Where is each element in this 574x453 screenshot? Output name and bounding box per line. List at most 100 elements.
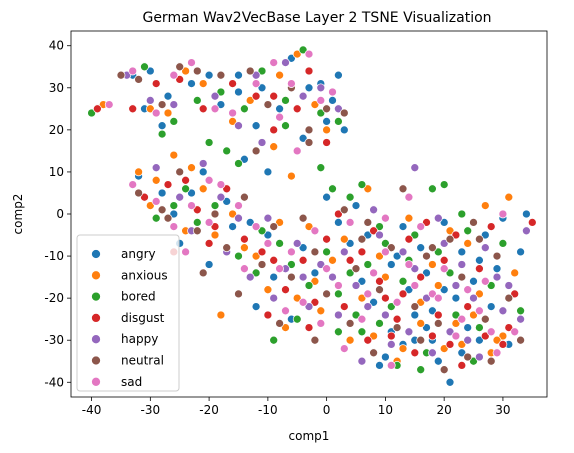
point-disgust-13 xyxy=(163,180,173,189)
point-bored-6 xyxy=(240,104,249,114)
point-happy-15 xyxy=(216,192,226,202)
point-anxious-18 xyxy=(228,209,237,219)
point-angry-61 xyxy=(363,230,373,240)
point-neutral-15 xyxy=(157,205,167,215)
point-sad-10 xyxy=(304,49,314,59)
point-bored-7 xyxy=(257,66,267,76)
point-neutral-32 xyxy=(398,184,408,194)
point-neutral-49 xyxy=(345,319,355,328)
point-disgust-33 xyxy=(428,331,437,341)
point-anxious-59 xyxy=(457,340,467,349)
point-sad-27 xyxy=(310,226,320,236)
point-bored-4 xyxy=(192,96,202,105)
point-happy-21 xyxy=(304,302,314,311)
point-happy-33 xyxy=(433,213,443,223)
point-anxious-3 xyxy=(181,66,190,76)
point-bored-10 xyxy=(316,108,326,118)
legend-label-bored: bored xyxy=(121,290,156,304)
legend: angry anxious bored disgust happy neutral sad xyxy=(76,234,180,392)
point-disgust-40 xyxy=(510,289,520,299)
y-tick-label-5: 10 xyxy=(49,165,64,179)
point-disgust-29 xyxy=(381,293,390,303)
point-anxious-7 xyxy=(275,70,284,80)
point-happy-34 xyxy=(445,327,455,337)
point-happy-56 xyxy=(463,335,473,345)
point-angry-44 xyxy=(428,306,437,316)
point-bored-1 xyxy=(140,62,149,72)
legend-marker-happy xyxy=(91,334,101,345)
point-disgust-55 xyxy=(422,218,431,227)
point-neutral-25 xyxy=(310,247,320,257)
y-tick-label-1: -30 xyxy=(44,333,64,347)
point-disgust-4 xyxy=(198,104,208,114)
point-bored-42 xyxy=(475,323,484,332)
point-happy-1 xyxy=(145,96,155,105)
point-angry-42 xyxy=(416,243,426,253)
point-sad-38 xyxy=(439,264,449,274)
point-anxious-52 xyxy=(275,218,284,227)
point-disgust-39 xyxy=(498,340,508,349)
point-bored-43 xyxy=(486,281,496,290)
point-anxious-37 xyxy=(463,239,473,248)
point-happy-2 xyxy=(169,100,179,109)
point-disgust-22 xyxy=(298,255,308,265)
point-happy-13 xyxy=(175,192,185,202)
point-neutral-42 xyxy=(516,335,525,345)
point-angry-14 xyxy=(251,121,261,131)
point-anxious-22 xyxy=(281,323,290,332)
point-sad-50 xyxy=(363,289,373,299)
y-tick-label-6: 20 xyxy=(49,123,64,137)
point-bored-20 xyxy=(151,213,161,223)
point-happy-50 xyxy=(298,272,308,282)
point-angry-47 xyxy=(445,377,455,387)
legend-label-happy: happy xyxy=(121,332,158,346)
point-anxious-5 xyxy=(228,117,237,126)
point-bored-22 xyxy=(192,218,202,227)
point-anxious-36 xyxy=(451,319,461,328)
point-disgust-52 xyxy=(204,239,214,248)
point-bored-36 xyxy=(410,230,420,240)
point-angry-36 xyxy=(381,352,390,362)
point-anxious-34 xyxy=(428,260,437,269)
ticks-layer: -40 -30 -20 -10 0 10 20 30 -40 -30 -20 -10 0 10 20 30 40 xyxy=(44,39,510,417)
point-sad-14 xyxy=(292,146,302,156)
point-neutral-54 xyxy=(163,213,173,223)
point-anxious-30 xyxy=(381,272,390,282)
point-angry-3 xyxy=(187,79,196,88)
point-happy-46 xyxy=(404,327,414,337)
point-anxious-46 xyxy=(433,281,443,290)
point-disgust-49 xyxy=(339,302,349,311)
point-bored-33 xyxy=(375,222,384,231)
point-happy-51 xyxy=(269,293,279,303)
point-disgust-27 xyxy=(357,247,367,257)
point-angry-32 xyxy=(345,239,355,248)
point-bored-55 xyxy=(416,365,426,375)
point-sad-48 xyxy=(410,281,420,290)
point-angry-22 xyxy=(222,197,232,206)
point-neutral-39 xyxy=(480,314,490,324)
point-angry-24 xyxy=(251,302,261,311)
legend-marker-angry xyxy=(91,249,101,259)
point-anxious-11 xyxy=(269,142,279,152)
point-neutral-33 xyxy=(410,302,420,311)
point-angry-23 xyxy=(245,218,255,227)
point-anxious-16 xyxy=(198,184,208,194)
x-tick-label-5: 10 xyxy=(378,403,393,417)
point-disgust-12 xyxy=(140,192,149,202)
point-happy-23 xyxy=(328,272,337,282)
point-neutral-21 xyxy=(257,260,267,269)
point-happy-45 xyxy=(428,348,437,358)
point-neutral-11 xyxy=(339,108,349,118)
point-bored-30 xyxy=(334,289,343,299)
point-sad-15 xyxy=(128,180,138,189)
point-disgust-20 xyxy=(269,255,279,265)
point-disgust-28 xyxy=(369,226,378,236)
point-angry-59 xyxy=(522,209,531,219)
point-neutral-43 xyxy=(486,356,496,366)
point-anxious-47 xyxy=(416,319,426,328)
point-sad-32 xyxy=(369,268,378,278)
point-disgust-31 xyxy=(404,234,414,244)
point-bored-0 xyxy=(87,108,96,118)
point-neutral-2 xyxy=(157,100,167,109)
point-bored-19 xyxy=(357,180,367,189)
